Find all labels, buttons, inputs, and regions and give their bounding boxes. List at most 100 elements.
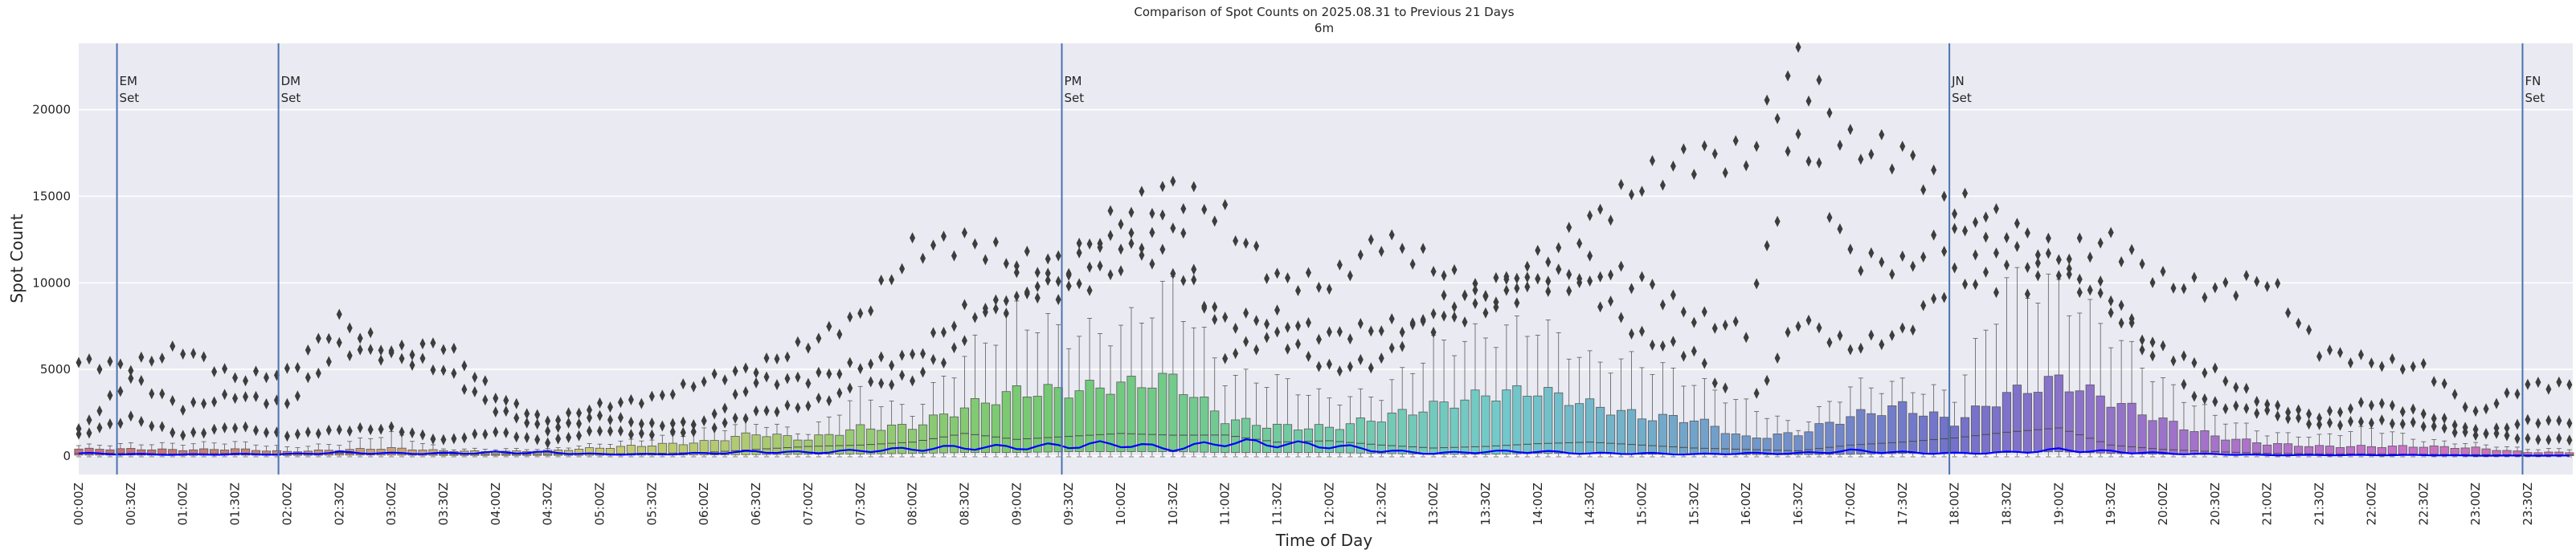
outlier-point [1420, 316, 1426, 328]
outlier-point [2076, 232, 2083, 244]
outlier-point [868, 376, 874, 388]
box-81 [918, 404, 928, 458]
outlier-point [2233, 400, 2239, 412]
box-iqr [1950, 426, 1960, 454]
outlier-point [2347, 357, 2353, 369]
outlier-point [2472, 430, 2479, 442]
outlier-point [294, 390, 301, 402]
box-iqr [355, 448, 365, 456]
box-198 [2137, 368, 2147, 458]
outlier-point [2212, 396, 2218, 408]
outlier-point [2483, 403, 2489, 415]
outlier-point [440, 365, 447, 377]
box-iqr [1481, 395, 1490, 455]
box-iqr [1689, 420, 1699, 455]
outlier-point [1045, 275, 1051, 287]
outlier-point [1274, 326, 1281, 338]
y-tick-label: 5000 [40, 362, 71, 377]
x-tick-label: 19:00Z [2051, 483, 2066, 526]
outlier-point [899, 369, 906, 381]
box-iqr [1116, 381, 1126, 452]
outlier-point [711, 368, 718, 380]
outlier-point [2191, 271, 2198, 283]
event-label: JN [1951, 74, 1965, 88]
outlier-point [2306, 324, 2312, 336]
outlier-point [1149, 258, 1155, 270]
outlier-point [2472, 423, 2479, 435]
box-iqr [938, 413, 949, 454]
box-iqr [1147, 387, 1157, 452]
outlier-point [2545, 434, 2552, 446]
outlier-point [1931, 293, 1937, 305]
outlier-point [461, 432, 468, 444]
box-iqr [1637, 418, 1647, 455]
outlier-point [534, 418, 541, 430]
outlier-point [1191, 181, 1197, 193]
box-79 [898, 404, 907, 458]
outlier-point [2055, 270, 2062, 282]
outlier-point [826, 368, 832, 380]
box-iqr [1970, 405, 1981, 454]
outlier-point [2316, 412, 2323, 424]
outlier-point [826, 320, 832, 332]
outlier-point [252, 390, 259, 402]
outlier-point [1253, 344, 1260, 356]
outlier-point [2399, 364, 2406, 376]
outlier-point [816, 366, 822, 378]
outlier-point [1795, 128, 1801, 140]
outlier-point [1722, 382, 1728, 394]
outlier-point [753, 377, 759, 389]
outlier-point [284, 430, 290, 442]
x-tick-label: 08:30Z [957, 483, 971, 526]
outlier-point [2222, 375, 2229, 387]
box-167 [1814, 405, 1824, 458]
outlier-point [1545, 256, 1552, 268]
outlier-point [1503, 284, 1510, 296]
outlier-point [1899, 322, 1906, 334]
outlier-point [1243, 336, 1249, 348]
box-135 [1481, 337, 1490, 458]
box-iqr [1043, 384, 1053, 453]
outlier-point [784, 373, 791, 385]
box-67 [772, 423, 782, 458]
outlier-point [2014, 218, 2020, 230]
x-tick-label: 10:30Z [1166, 483, 1180, 526]
box-iqr [1699, 418, 1709, 455]
box-68 [783, 426, 792, 458]
outlier-point [2034, 270, 2041, 282]
outlier-point [1139, 249, 1145, 261]
outlier-point [805, 342, 812, 354]
outlier-point [1785, 145, 1791, 157]
chart-title: Comparison of Spot Counts on 2025.08.31 … [1134, 5, 1514, 19]
outlier-point [367, 327, 374, 339]
outlier-point [2399, 418, 2406, 430]
outlier-point [587, 425, 593, 437]
outlier-point [190, 426, 197, 438]
box-112 [1241, 369, 1251, 458]
box-iqr [2221, 439, 2230, 455]
outlier-point [2296, 317, 2302, 329]
outlier-point [2024, 227, 2030, 239]
box-iqr [1106, 393, 1115, 452]
outlier-point [263, 372, 269, 384]
box-140 [1533, 335, 1543, 458]
outlier-point [1680, 143, 1687, 155]
box-iqr [824, 434, 834, 454]
outlier-point [243, 375, 249, 387]
x-tick-label: 22:00Z [2364, 483, 2378, 526]
outlier-point [1326, 283, 1332, 295]
outlier-point [910, 375, 916, 387]
box-iqr [1991, 406, 2002, 454]
outlier-point [2034, 257, 2041, 269]
outlier-point [1920, 251, 1927, 263]
box-iqr [1596, 406, 1605, 454]
outlier-point [1055, 294, 1061, 306]
outlier-point [2504, 422, 2510, 434]
outlier-point [1858, 265, 1864, 277]
box-iqr [689, 442, 698, 456]
outlier-point [1430, 308, 1437, 320]
outlier-point [2420, 408, 2427, 420]
y-axis-label: Spot Count [7, 214, 27, 303]
box-iqr [2002, 392, 2012, 454]
outlier-point [597, 409, 603, 422]
